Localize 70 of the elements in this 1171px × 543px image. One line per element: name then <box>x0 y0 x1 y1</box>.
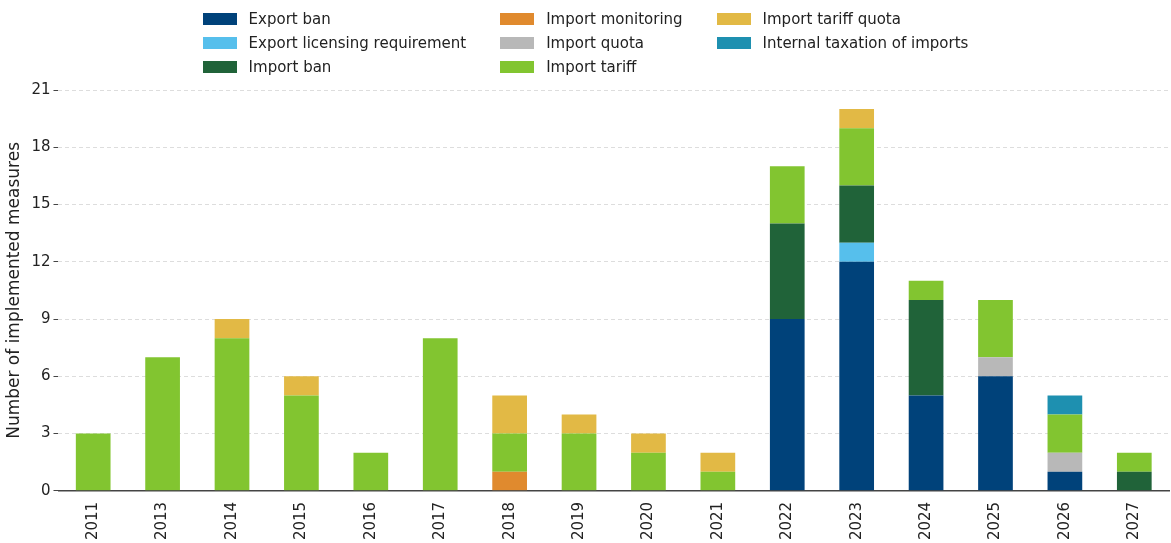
y-tick-label: 3 <box>40 423 51 442</box>
x-tick-label: 2024 <box>915 501 934 541</box>
y-tick-label: 6 <box>40 366 51 385</box>
bar <box>1047 395 1083 415</box>
x-tick-label: 2018 <box>499 501 518 541</box>
bar <box>978 376 1013 491</box>
bar <box>75 433 111 491</box>
y-tick-label: 15 <box>31 194 51 213</box>
bar <box>492 471 527 491</box>
bar <box>769 223 805 320</box>
legend-label: Export ban <box>248 10 331 28</box>
bar <box>769 166 805 224</box>
legend-label: Import quota <box>546 34 644 52</box>
x-tick-label: 2013 <box>152 501 171 541</box>
y-tick-label: 12 <box>31 251 51 270</box>
y-tick-label: 21 <box>31 79 51 98</box>
bar <box>492 433 527 472</box>
bar <box>422 338 458 491</box>
bar <box>908 395 944 491</box>
bar <box>839 242 875 262</box>
bar <box>769 319 805 491</box>
x-tick-label: 2026 <box>1054 501 1073 541</box>
bar <box>908 280 944 300</box>
bar <box>284 395 319 491</box>
x-tick-label: 2021 <box>707 501 726 541</box>
bar <box>1047 471 1083 491</box>
y-axis-title: Number of implemented measures <box>2 141 23 439</box>
x-tick-label: 2015 <box>291 501 310 541</box>
bar <box>1047 452 1083 472</box>
bar <box>145 357 180 491</box>
bar <box>978 357 1013 377</box>
bar <box>631 452 666 491</box>
legend-label: Internal taxation of imports <box>762 34 969 52</box>
x-tick-label: 2016 <box>360 501 379 541</box>
x-tick-label: 2011 <box>83 501 102 541</box>
legend-label: Import tariff quota <box>762 10 901 28</box>
bar <box>839 128 875 186</box>
bar <box>839 261 875 491</box>
x-tick-label: 2027 <box>1124 501 1143 541</box>
bar <box>561 433 597 491</box>
legend-label: Import monitoring <box>546 10 683 28</box>
legend-label: Export licensing requirement <box>248 34 467 52</box>
bar <box>700 452 736 472</box>
bar <box>1047 414 1083 453</box>
y-tick-label: 18 <box>31 137 51 156</box>
x-tick-label: 2017 <box>430 501 449 541</box>
bar <box>284 376 319 396</box>
x-tick-label: 2014 <box>221 501 240 541</box>
bar <box>214 319 250 339</box>
bar <box>978 299 1013 358</box>
bar <box>1116 471 1152 491</box>
y-tick-label: 9 <box>40 308 51 327</box>
x-tick-label: 2022 <box>777 501 796 541</box>
x-tick-label: 2019 <box>568 501 587 541</box>
bar <box>631 433 666 453</box>
bar <box>214 338 250 491</box>
y-tick-label: 0 <box>40 480 51 499</box>
bar <box>1116 452 1152 472</box>
bar <box>839 185 875 243</box>
x-tick-label: 2023 <box>846 501 865 541</box>
x-tick-label: 2020 <box>638 501 657 541</box>
bar <box>700 471 736 491</box>
legend-label: Import ban <box>248 58 332 76</box>
x-tick-label: 2025 <box>985 501 1004 541</box>
bar <box>908 299 944 396</box>
bar <box>561 414 597 434</box>
bar <box>839 109 875 129</box>
legend-label: Import tariff <box>546 58 637 76</box>
bar <box>492 395 527 434</box>
bar <box>353 452 389 491</box>
